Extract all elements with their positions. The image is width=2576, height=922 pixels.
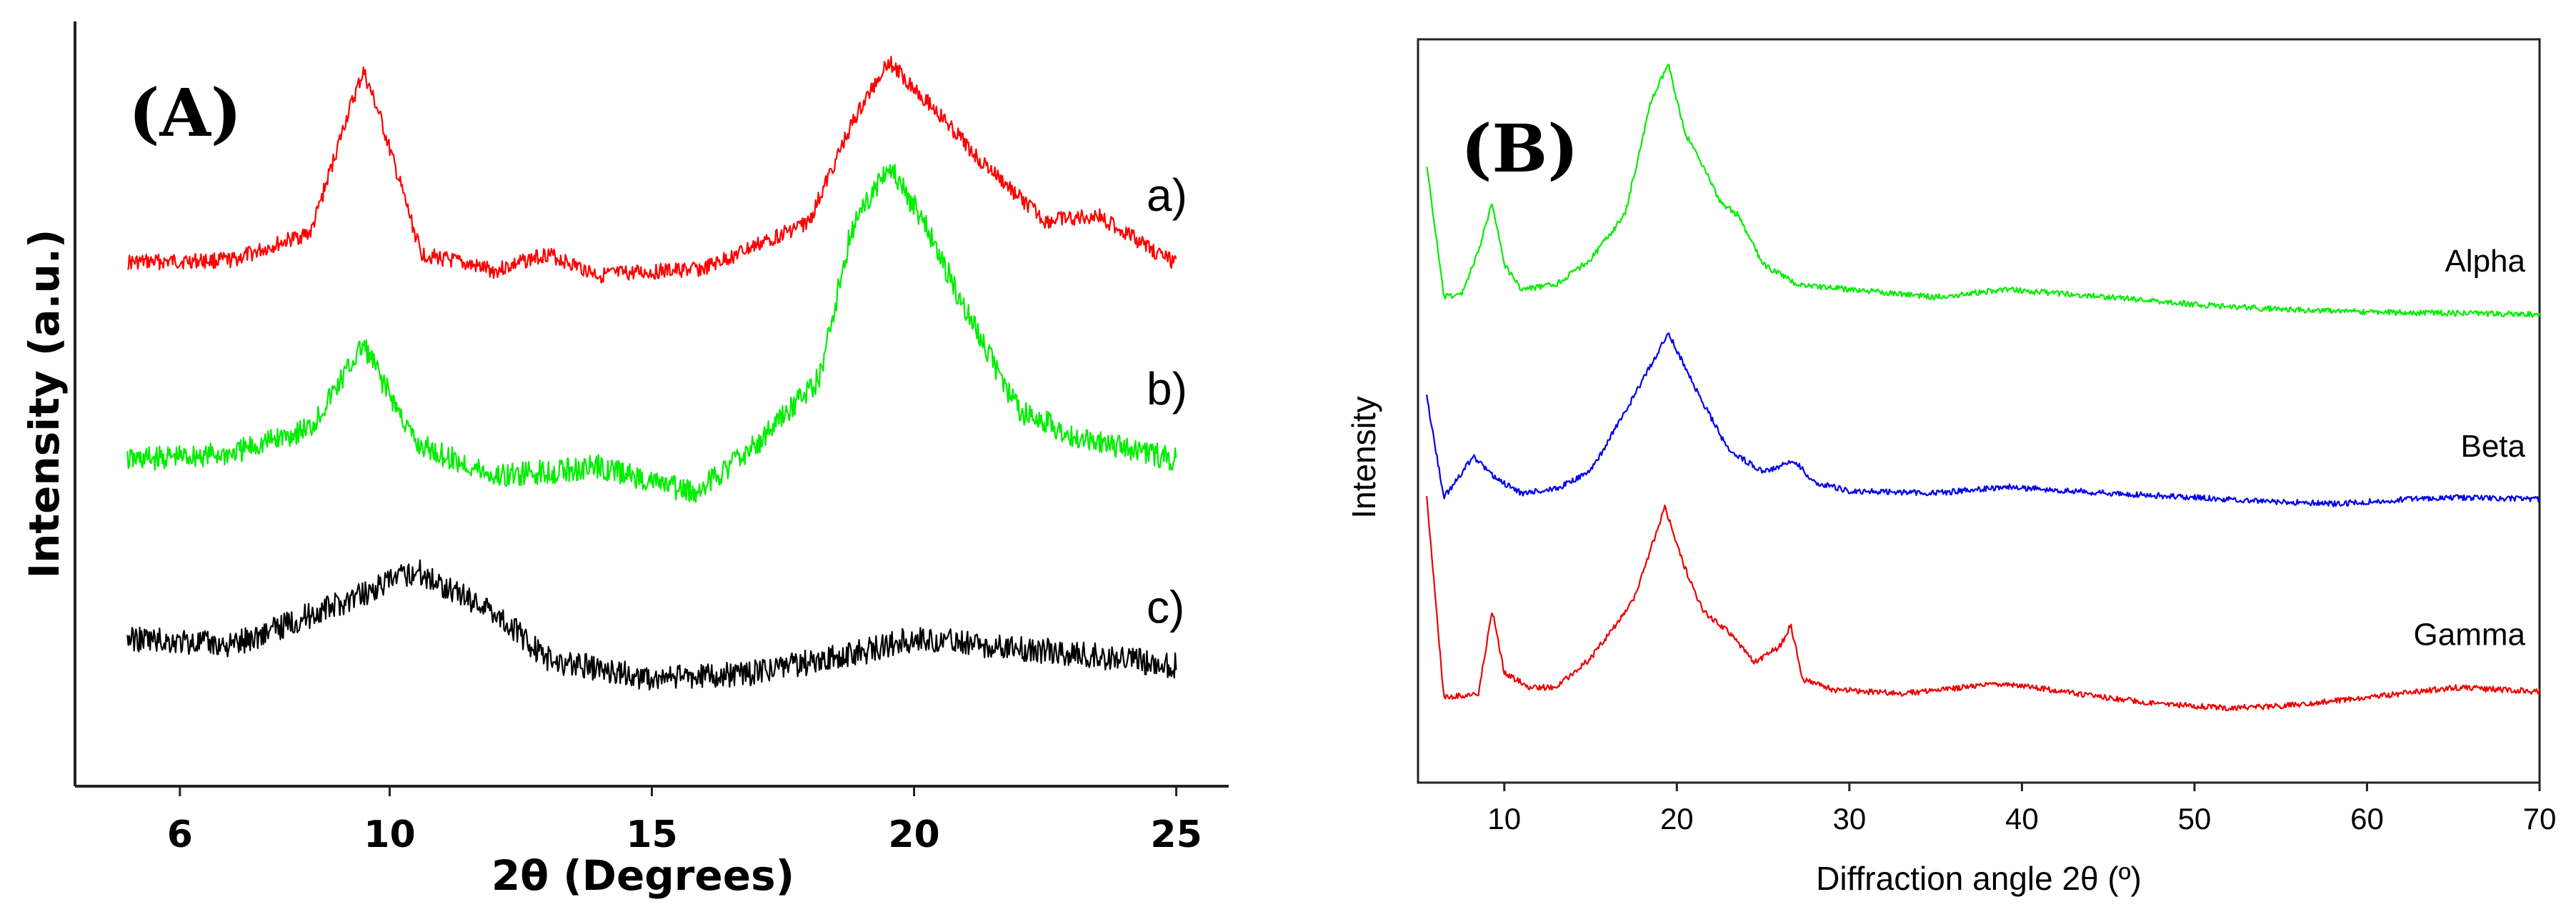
- panel-a-tick-label: 6: [167, 813, 193, 856]
- panel-a: (A) 6 10 15 20 25 2θ (Degrees) Intensity (a.…: [20, 21, 1229, 900]
- panel-b-tick-label: 40: [2005, 802, 2039, 836]
- series-line-gamma: [1426, 495, 2541, 712]
- series-label-a: a): [1147, 169, 1187, 221]
- series-line-alpha: [1426, 64, 2541, 318]
- panel-a-x-ticks: 6 10 15 20 25: [167, 786, 1202, 856]
- panel-a-tick-label: 20: [888, 813, 939, 856]
- panel-a-y-label: Intensity (a.u.): [20, 229, 69, 579]
- panel-b-tick-label: 60: [2350, 802, 2384, 836]
- panel-b-tick-label: 20: [1660, 802, 1694, 836]
- panel-a-title: (A): [129, 74, 241, 152]
- panel-b-tick-label: 70: [2523, 802, 2557, 836]
- series-line-a: [126, 56, 1177, 284]
- series-line-b: [126, 164, 1177, 503]
- series-label-b: b): [1147, 363, 1187, 415]
- panel-b-x-ticks: 10 20 30 40 50 60 70: [1487, 783, 2556, 836]
- panel-a-tick-label: 15: [626, 813, 677, 856]
- panel-a-tick-label: 25: [1150, 813, 1202, 856]
- panel-a-tick-label: 10: [364, 813, 415, 856]
- series-label-gamma: Gamma: [2414, 618, 2526, 653]
- series-label-c: c): [1147, 582, 1184, 633]
- series-label-beta: Beta: [2460, 429, 2525, 464]
- panel-a-series: a) b) c): [126, 56, 1187, 690]
- panel-b-tick-label: 30: [1832, 802, 1866, 836]
- panel-a-x-label: 2θ (Degrees): [491, 851, 794, 900]
- panel-b-series: Alpha Beta Gamma: [1426, 64, 2541, 712]
- panel-b-tick-label: 50: [2178, 802, 2212, 836]
- panel-b-frame: [1417, 38, 2541, 784]
- panel-b-title: (B): [1461, 110, 1579, 187]
- series-line-beta: [1426, 332, 2540, 507]
- series-line-c: [126, 559, 1177, 690]
- panel-b: (B) 10 20 30 40 50 60 70 Diffraction angle 2θ …: [1345, 38, 2556, 897]
- series-label-alpha: Alpha: [2445, 244, 2525, 279]
- panel-b-tick-label: 10: [1487, 802, 1521, 836]
- panel-b-y-label: Intensity: [1345, 396, 1382, 518]
- panel-b-x-label: Diffraction angle 2θ (º): [1816, 860, 2142, 897]
